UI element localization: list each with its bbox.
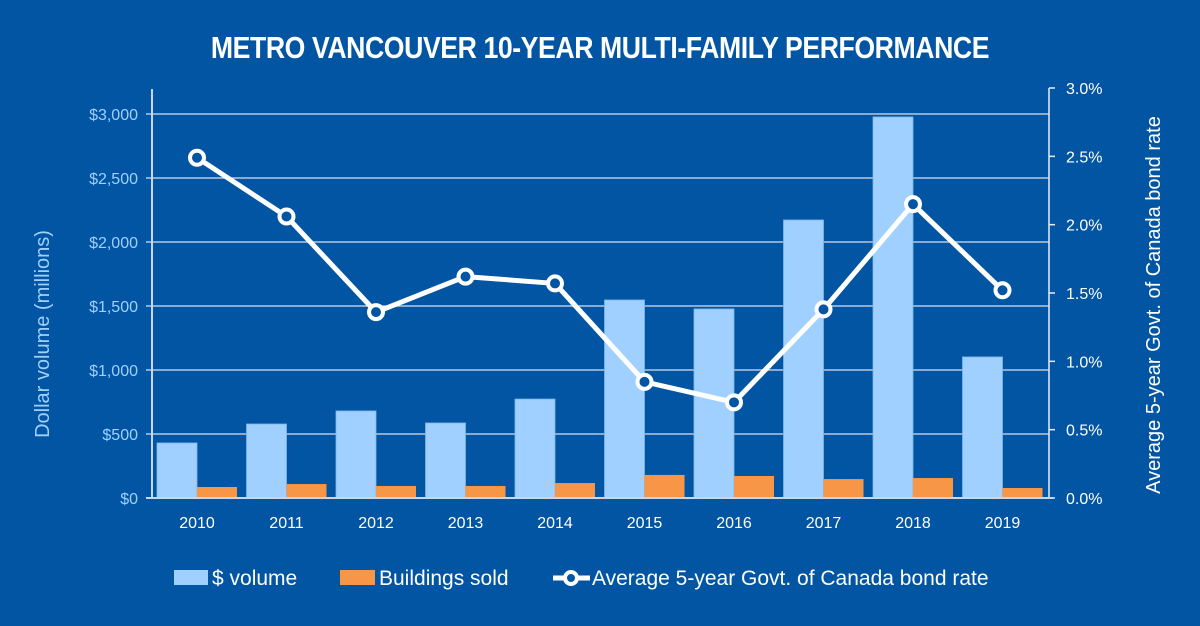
y-tick-label-right: 3.0%	[1066, 81, 1102, 98]
bar-buildings	[376, 485, 416, 498]
bond-rate-point	[546, 274, 564, 293]
x-tick-label: 2013	[448, 515, 484, 532]
bar-buildings	[644, 474, 685, 498]
y-tick-label-left: $1,000	[89, 363, 138, 380]
axes	[146, 87, 1055, 499]
y-tick-label-right: 0.0%	[1066, 491, 1102, 508]
y-tick-label-right: 1.5%	[1066, 286, 1102, 303]
bond-rate-point	[277, 207, 296, 226]
y-tick-label-left: $3,000	[89, 107, 138, 124]
bond-rate-polyline	[195, 155, 1005, 405]
bar-volume	[246, 423, 287, 499]
bar-volume	[425, 422, 466, 499]
y-tick-label-left: $2,500	[89, 171, 138, 188]
y-tick-label-right: 0.5%	[1066, 423, 1102, 440]
legend-label-bond-rate: Average 5-year Govt. of Canada bond rate	[592, 567, 989, 590]
bond-rate-point	[367, 303, 385, 322]
axis-labels: $0 $500 $1,000 $1,500 $2,000 $2,500 $3,000 0.0%…	[89, 81, 1102, 532]
bond-rate-point	[635, 372, 654, 391]
gridlines	[152, 113, 1049, 435]
bar-buildings	[734, 475, 774, 498]
legend-swatch-volume	[174, 570, 208, 585]
x-tick-label: 2016	[716, 515, 752, 532]
x-tick-label: 2014	[537, 515, 573, 532]
y-axis-label-left: Dollar volume (millions)	[32, 230, 54, 438]
bond-rate-point	[188, 148, 206, 167]
y-tick-label-left: $500	[102, 427, 138, 444]
legend: $ volume Buildings sold Average 5-year G…	[174, 567, 989, 590]
bar-volume	[335, 410, 377, 499]
x-tick-label: 2019	[985, 515, 1021, 532]
x-tick-label: 2010	[179, 515, 215, 532]
bar-buildings	[1002, 488, 1043, 498]
x-tick-label: 2018	[895, 515, 931, 532]
bar-buildings	[197, 486, 237, 498]
y-axis-label-right: Average 5-year Govt. of Canada bond rate	[1143, 116, 1165, 494]
bond-rate-point	[993, 281, 1012, 300]
bar-buildings	[555, 483, 595, 498]
bar-volume	[514, 398, 556, 499]
bar-volume	[156, 442, 198, 499]
bond-rate-point	[904, 195, 922, 214]
bar-volume	[604, 299, 645, 499]
bar-volume	[962, 356, 1003, 499]
legend-swatch-buildings	[340, 570, 375, 585]
bond-rate-point	[456, 267, 475, 286]
y-tick-label-right: 2.5%	[1066, 149, 1102, 166]
chart-title: METRO VANCOUVER 10-YEAR MULTI-FAMILY PER…	[210, 30, 990, 65]
y-tick-label-left: $0	[120, 491, 138, 508]
bar-buildings	[286, 484, 327, 498]
bond-rate-line	[188, 148, 1012, 412]
x-tick-label: 2015	[627, 515, 663, 532]
y-tick-label-left: $2,000	[89, 235, 138, 252]
bars	[156, 116, 1043, 499]
bond-rate-point	[814, 300, 833, 319]
bar-volume	[783, 219, 824, 499]
bar-buildings	[913, 478, 953, 498]
bar-buildings	[465, 485, 506, 498]
y-tick-label-left: $1,500	[89, 299, 138, 316]
x-tick-label: 2017	[806, 515, 842, 532]
legend-marker-line	[563, 570, 579, 586]
bar-buildings	[823, 479, 864, 498]
legend-label-buildings: Buildings sold	[379, 567, 509, 590]
bar-volume	[872, 116, 914, 499]
legend-label-volume: $ volume	[212, 567, 297, 590]
x-tick-label: 2011	[269, 515, 304, 532]
bond-rate-point	[725, 393, 743, 412]
x-tick-label: 2012	[358, 515, 394, 532]
y-tick-label-right: 2.0%	[1066, 218, 1102, 235]
y-tick-label-right: 1.0%	[1066, 354, 1102, 371]
